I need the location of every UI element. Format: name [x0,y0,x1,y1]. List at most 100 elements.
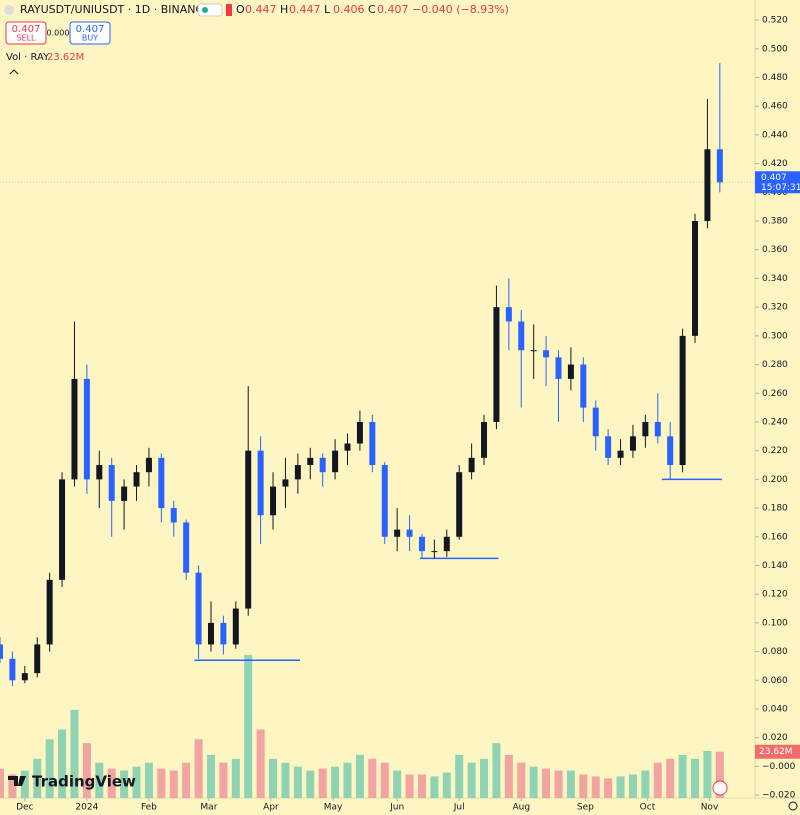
candle-body [555,357,562,379]
candle-body [716,149,723,183]
volume-bar [95,762,104,798]
candle-body [418,536,425,552]
symbol-icon [4,5,14,15]
volume-bar [244,655,253,798]
volume-bar [442,772,451,798]
last-price-tag [755,171,800,194]
volume-bar [691,758,700,798]
volume-bar [579,774,588,798]
candle-body [394,529,401,537]
candle-body [71,378,78,480]
candle-body [567,364,574,379]
collapse-icon[interactable] [9,69,19,75]
candle-body [617,450,624,458]
candle-body [443,536,450,552]
volume-bar [480,758,489,798]
candle-body [83,378,90,480]
x-tick-label: 2024 [75,803,98,813]
volume-bar [8,774,17,798]
candle-body [530,350,537,352]
candle-body [0,644,3,659]
candle-body [605,436,612,458]
ohlc-key: L [324,3,331,16]
y-tick-label: 0.080 [762,647,788,657]
volume-bar [666,758,675,798]
candle-body [145,457,152,473]
ohlc-value: 0.447 [289,3,321,16]
candle-body [692,221,699,336]
candle-body [543,350,550,358]
last-price-label: 0.407 [761,173,787,183]
y-tick-label: 0.360 [762,245,788,255]
x-tick-label: Sep [577,803,594,813]
y-tick-label: 0.280 [762,360,788,370]
y-tick-label: −0.020 [762,791,796,801]
x-tick-label: Aug [512,803,530,813]
brand-logo [8,776,26,786]
volume-bar [120,770,129,798]
ohlc-key: C [368,3,376,16]
volume-bar [306,770,315,798]
ohlc: O 0.447 H 0.447 L 0.406 C 0.407 −0.040 (−8.93%) [236,3,509,16]
y-tick-label: 0.160 [762,532,788,542]
volume-bar [231,758,240,798]
volume-bar [206,754,215,798]
volume-bar [45,739,54,798]
volume-bar [393,770,402,798]
candle-body [183,522,190,573]
alert-button[interactable] [712,780,728,796]
volume-bar [529,766,538,798]
candle-body [207,622,214,645]
ohlc-value: 0.407 [377,3,409,16]
y-tick-label: 0.380 [762,217,788,227]
x-tick-label: Feb [141,803,157,813]
candle-body [679,335,686,466]
y-tick-label: 0.100 [762,618,788,628]
candle-body [468,457,475,473]
brand: TradingView [8,773,136,791]
candle-body [270,486,277,516]
volume-bar [368,758,377,798]
volume-bar [194,739,203,798]
volume-bar [616,776,625,798]
candle-body [294,465,301,480]
y-tick-label: 0.260 [762,389,788,399]
x-tick-label: Mar [200,803,217,813]
volume-bar [70,709,79,798]
candle-body [34,644,41,674]
volume-bar [628,774,637,798]
y-tick-label: 0.500 [762,44,788,54]
candle-body [133,472,140,487]
candle-body [518,321,525,351]
buy-button[interactable] [69,21,111,45]
candle-body [704,149,711,222]
ohlc-key: H [280,3,288,16]
y-tick-label: 0.200 [762,475,788,485]
y-tick-label: 0.520 [762,16,788,26]
candle-body [195,572,202,645]
sell-button[interactable] [5,21,47,45]
candle-body [456,472,463,537]
volume-bar [256,729,265,798]
x-tick-label: Jul [453,803,465,813]
candle-body [431,551,438,553]
candle-body [493,307,500,422]
volume-bar [591,776,600,798]
volume-bar [492,743,501,798]
candle-body [121,486,128,501]
candle-body [96,465,103,480]
y-tick-label: 0.040 [762,705,788,715]
volume-bar [331,766,340,798]
ohlc-value: 0.406 [333,3,365,16]
settings-button[interactable] [788,801,798,811]
volume-tag-label: 23.62M [759,747,793,757]
candle-body [257,450,264,516]
status-dot [202,7,208,13]
sell-price: 0.407 [12,24,41,35]
spread: 0.000 [47,29,70,38]
volume-bar [641,770,650,798]
candle-body [580,364,587,408]
ohlc-key: O [236,3,245,16]
